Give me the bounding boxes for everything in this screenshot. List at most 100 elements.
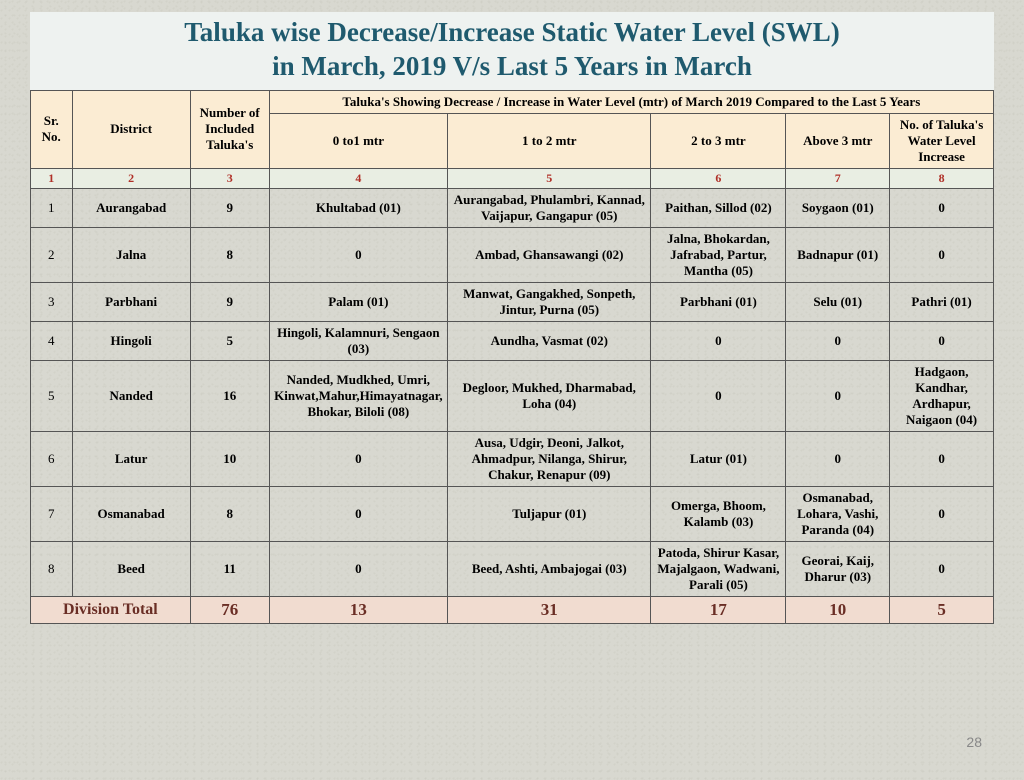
sr-cell: 7 [31,486,73,541]
table-row: 6Latur100Ausa, Udgir, Deoni, Jalkot, Ahm… [31,431,994,486]
column-number: 3 [190,168,269,188]
table-body: 123456781Aurangabad9Khultabad (01)Aurang… [31,168,994,623]
range-0to1-cell: Khultabad (01) [269,188,447,227]
table-row: 2Jalna80Ambad, Ghansawangi (02)Jalna, Bh… [31,227,994,282]
column-number: 4 [269,168,447,188]
district-cell: Jalna [72,227,190,282]
range-1to2-cell: Ambad, Ghansawangi (02) [448,227,651,282]
table-row: 1Aurangabad9Khultabad (01)Aurangabad, Ph… [31,188,994,227]
page-number: 28 [966,734,982,750]
column-number-row: 12345678 [31,168,994,188]
column-number: 2 [72,168,190,188]
range-0to1-cell: Nanded, Mudkhed, Umri, Kinwat,Mahur,Hima… [269,360,447,431]
th-increase: No. of Taluka's Water Level Increase [890,113,994,168]
page-title: Taluka wise Decrease/Increase Static Wat… [38,16,986,84]
total-num: 76 [190,596,269,623]
increase-cell: 0 [890,227,994,282]
table-row: 8Beed110Beed, Ashti, Ambajogai (03)Patod… [31,541,994,596]
table-row: 7Osmanabad80Tuljapur (01)Omerga, Bhoom, … [31,486,994,541]
th-sr: Sr. No. [31,90,73,168]
num-cell: 16 [190,360,269,431]
range-2to3-cell: Patoda, Shirur Kasar, Majalgaon, Wadwani… [651,541,786,596]
column-number: 5 [448,168,651,188]
range-0to1-cell: 0 [269,227,447,282]
total-row: Division Total76133117105 [31,596,994,623]
th-2to3: 2 to 3 mtr [651,113,786,168]
table-row: 5Nanded16Nanded, Mudkhed, Umri, Kinwat,M… [31,360,994,431]
th-1to2: 1 to 2 mtr [448,113,651,168]
total-0to1: 13 [269,596,447,623]
range-1to2-cell: Tuljapur (01) [448,486,651,541]
increase-cell: 0 [890,486,994,541]
sr-cell: 3 [31,282,73,321]
sr-cell: 1 [31,188,73,227]
column-number: 7 [786,168,890,188]
range-2to3-cell: Omerga, Bhoom, Kalamb (03) [651,486,786,541]
range-0to1-cell: Palam (01) [269,282,447,321]
range-above3-cell: Soygaon (01) [786,188,890,227]
range-above3-cell: 0 [786,360,890,431]
title-line-1: Taluka wise Decrease/Increase Static Wat… [184,17,839,47]
range-0to1-cell: 0 [269,431,447,486]
range-1to2-cell: Beed, Ashti, Ambajogai (03) [448,541,651,596]
range-above3-cell: Osmanabad, Lohara, Vashi, Paranda (04) [786,486,890,541]
total-2to3: 17 [651,596,786,623]
range-1to2-cell: Degloor, Mukhed, Dharmabad, Loha (04) [448,360,651,431]
num-cell: 5 [190,321,269,360]
sr-cell: 2 [31,227,73,282]
sr-cell: 6 [31,431,73,486]
table-row: 4Hingoli5Hingoli, Kalamnuri, Sengaon (03… [31,321,994,360]
th-spanning: Taluka's Showing Decrease / Increase in … [269,90,993,113]
range-2to3-cell: Parbhani (01) [651,282,786,321]
district-cell: Beed [72,541,190,596]
district-cell: Latur [72,431,190,486]
increase-cell: Pathri (01) [890,282,994,321]
range-above3-cell: Selu (01) [786,282,890,321]
sr-cell: 5 [31,360,73,431]
table-row: 3Parbhani9Palam (01)Manwat, Gangakhed, S… [31,282,994,321]
th-above3: Above 3 mtr [786,113,890,168]
total-above3: 10 [786,596,890,623]
district-cell: Aurangabad [72,188,190,227]
num-cell: 8 [190,227,269,282]
range-2to3-cell: Paithan, Sillod (02) [651,188,786,227]
range-above3-cell: 0 [786,431,890,486]
range-0to1-cell: 0 [269,486,447,541]
range-above3-cell: Badnapur (01) [786,227,890,282]
column-number: 8 [890,168,994,188]
increase-cell: Hadgaon, Kandhar, Ardhapur, Naigaon (04) [890,360,994,431]
total-1to2: 31 [448,596,651,623]
table-header: Sr. No. District Number of Included Talu… [31,90,994,168]
increase-cell: 0 [890,188,994,227]
th-num-talukas: Number of Included Taluka's [190,90,269,168]
range-1to2-cell: Aurangabad, Phulambri, Kannad, Vaijapur,… [448,188,651,227]
sr-cell: 4 [31,321,73,360]
total-label: Division Total [31,596,191,623]
increase-cell: 0 [890,431,994,486]
increase-cell: 0 [890,541,994,596]
num-cell: 9 [190,282,269,321]
district-cell: Parbhani [72,282,190,321]
increase-cell: 0 [890,321,994,360]
range-2to3-cell: 0 [651,360,786,431]
swl-table: Sr. No. District Number of Included Talu… [30,90,994,624]
range-2to3-cell: Jalna, Bhokardan, Jafrabad, Partur, Mant… [651,227,786,282]
num-cell: 11 [190,541,269,596]
range-0to1-cell: 0 [269,541,447,596]
num-cell: 10 [190,431,269,486]
th-district: District [72,90,190,168]
column-number: 6 [651,168,786,188]
th-0to1: 0 to1 mtr [269,113,447,168]
range-2to3-cell: 0 [651,321,786,360]
num-cell: 9 [190,188,269,227]
district-cell: Nanded [72,360,190,431]
title-band: Taluka wise Decrease/Increase Static Wat… [30,12,994,90]
total-increase: 5 [890,596,994,623]
range-2to3-cell: Latur (01) [651,431,786,486]
title-line-2: in March, 2019 V/s Last 5 Years in March [272,51,752,81]
range-0to1-cell: Hingoli, Kalamnuri, Sengaon (03) [269,321,447,360]
range-1to2-cell: Ausa, Udgir, Deoni, Jalkot, Ahmadpur, Ni… [448,431,651,486]
sr-cell: 8 [31,541,73,596]
column-number: 1 [31,168,73,188]
range-above3-cell: Georai, Kaij, Dharur (03) [786,541,890,596]
